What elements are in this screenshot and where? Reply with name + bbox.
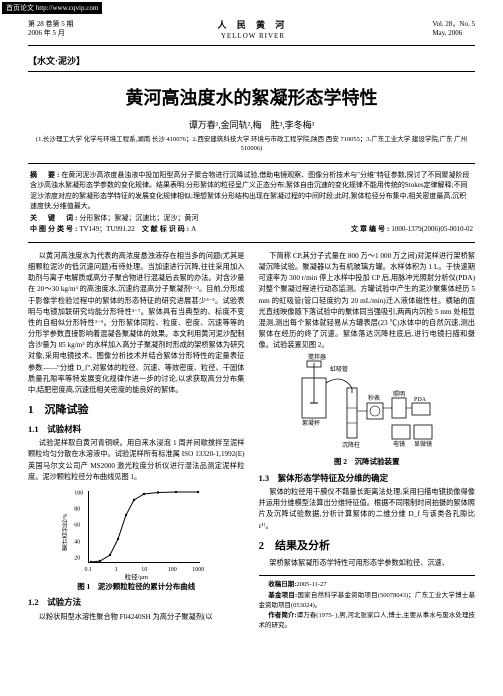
keywords-text: 分形絮体；絮凝；沉速比；泥沙；黄河 xyxy=(79,214,198,222)
page-header: 第 28 卷第 5 期 2006 年 5 月 人 民 黄 河 YELLOW RI… xyxy=(28,20,475,46)
heading-1-1: 1.1 试验材料 xyxy=(28,423,245,436)
figure-2-apparatus: 搅拌器 絮凝杯 虹吸管 沉降柱 秒表 照明 PDA 电镜 显微镜 xyxy=(292,353,442,453)
authors: 谭万春¹,金同轨²,梅 胜³,李冬梅³ xyxy=(28,118,475,131)
label-pda: PDA xyxy=(414,397,427,403)
footnotes: 收稿日期:2005-11-27 基金项目:国家自然科学基金资助项目(500780… xyxy=(259,575,476,631)
clc-label: 中图分类号: xyxy=(30,225,79,233)
label-light: 照明 xyxy=(393,391,405,398)
y-axis-label: 累计百分比/% xyxy=(62,514,71,551)
date-en: May, 2006 xyxy=(432,29,475,38)
heading-1-3: 1.3 絮体形态学特征及分维的确定 xyxy=(259,472,476,485)
keywords-label: 关 键 词: xyxy=(30,214,79,222)
header-left: 第 28 卷第 5 期 2006 年 5 月 xyxy=(28,20,74,38)
author-bio-label: 作者简介: xyxy=(268,612,296,619)
article-id-label: 文章编号: xyxy=(351,225,391,233)
clc-text: TV149；TU991.22 xyxy=(79,225,134,233)
xtick: 1 xyxy=(115,566,118,575)
doc-code-label: 文献标识码: xyxy=(142,225,191,233)
materials-paragraph: 试验泥样取自黄河青铜峡。用自来水浸泡 1 周并间歇搅拌至泥样颗粒均匀分散在水溶液… xyxy=(28,438,245,483)
xtick: 100 xyxy=(168,566,177,575)
journal-name-cn: 人 民 黄 河 xyxy=(218,20,289,32)
column-right: 下简称 CP,其分子式量在 800 万～1 000 万之间)对泥样进行架桥絮凝沉… xyxy=(259,251,476,632)
source-bar: 首页论文 http://www.cqvip.com xyxy=(2,2,102,14)
label-sem: 电镜 xyxy=(393,440,405,448)
intro-paragraph: 以黄河高浊度水为代表的高浓度悬浊液存在相当多的问题(尤其是细颗粒泥沙的低沉速问题… xyxy=(28,251,245,396)
label-column: 沉降柱 xyxy=(342,441,360,449)
ytick: 40 xyxy=(74,538,80,547)
label-beaker: 絮凝杯 xyxy=(302,419,320,427)
body-columns: 以黄河高浊度水为代表的高浓度悬浊液存在相当多的问题(尤其是细颗粒泥沙的低沉速问题… xyxy=(28,251,475,632)
ytick: 80 xyxy=(74,506,80,515)
morphology-paragraph: 絮体的粒径用干膜仪不藉量长距离法处理,采用扫描电镜损像得像并运用分维模型法算出分… xyxy=(259,487,476,532)
vol-issue-en: Vol. 28，No. 5 xyxy=(432,20,475,29)
label-siphon: 虹吸管 xyxy=(330,365,348,373)
results-paragraph: 架桥絮体絮凝形态学特性可用形态学参数如粒径、沉速、 xyxy=(259,558,476,569)
heading-1-2: 1.2 试验方法 xyxy=(28,596,245,609)
label-stirrer: 搅拌器 xyxy=(308,353,326,361)
received-label: 收稿日期: xyxy=(268,581,296,588)
abstract-block: 摘 要:在黄河泥沙高浓度悬浊液中投加阳型高分子聚合物进行沉降试验,借助电镜观察、… xyxy=(28,163,475,243)
journal-name-en: YELLOW RIVER xyxy=(218,32,289,41)
method-paragraph: 以粉状阳型水溶性聚合物 F04240SH 为高分子聚凝剂(以 xyxy=(28,612,245,623)
affiliations: (1.长沙理工大学 化学与环境工程系,湖南 长沙 410076；2.西安建筑科技… xyxy=(28,135,475,153)
ytick: 100 xyxy=(74,489,83,498)
received-date: 2005-11-27 xyxy=(296,581,326,588)
section-tag: 水文·泥沙 xyxy=(28,54,475,67)
label-micro: 显微镜 xyxy=(414,440,432,448)
figure-2-caption: 图 2 沉降试验装置 xyxy=(259,456,476,468)
xtick: 1000 xyxy=(192,566,204,575)
xtick: 0.1 xyxy=(85,566,93,575)
column-left: 以黄河高浊度水为代表的高浓度悬浊液存在相当多的问题(尤其是细颗粒泥沙的低沉速问题… xyxy=(28,251,245,632)
x-axis-label: 粒径/μm xyxy=(125,573,148,583)
date-cn: 2006 年 5 月 xyxy=(28,29,74,38)
abstract-label: 摘 要: xyxy=(30,171,61,179)
doc-code-text: A xyxy=(191,225,196,233)
header-right: Vol. 28，No. 5 May, 2006 xyxy=(432,20,475,38)
heading-1: 1 沉降试验 xyxy=(28,402,245,419)
abstract-text: 在黄河泥沙高浓度悬浊液中投加阳型高分子聚合物进行沉降试验,借助电镜观察、图像分析… xyxy=(30,171,470,211)
fund-label: 基金项目: xyxy=(268,592,297,599)
figure-1-chart: 累计百分比/% 100 80 60 40 20 0.1 1 10 100 100… xyxy=(66,487,206,577)
ytick: 60 xyxy=(74,522,80,531)
ytick: 20 xyxy=(74,554,80,563)
paper-title: 黄河高浊度水的絮凝形态学特性 xyxy=(28,84,475,110)
cdf-curve xyxy=(88,491,200,563)
rule xyxy=(28,71,475,72)
label-timer: 秒表 xyxy=(368,394,380,402)
vol-issue-cn: 第 28 卷第 5 期 xyxy=(28,20,74,29)
method-paragraph-2: 下简称 CP,其分子式量在 800 万～1 000 万之间)对泥样进行架桥絮凝沉… xyxy=(259,251,476,351)
article-id-text: 1000-1379(2006)05-0010-02 xyxy=(391,225,473,233)
header-center: 人 民 黄 河 YELLOW RIVER xyxy=(218,20,289,41)
heading-2: 2 结果及分析 xyxy=(259,538,476,555)
